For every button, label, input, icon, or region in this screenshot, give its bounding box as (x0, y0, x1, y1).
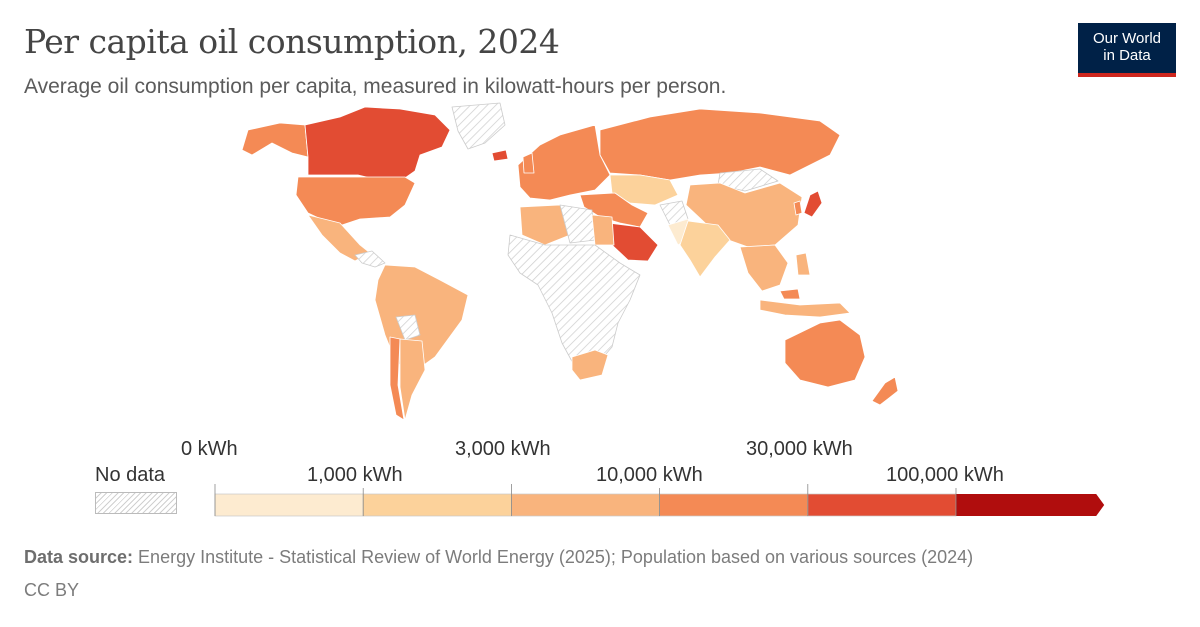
footer-license[interactable]: CC BY (24, 580, 80, 600)
region-malaysia[interactable] (779, 288, 801, 300)
region-iceland[interactable] (491, 149, 509, 162)
legend-tick-30000: 30,000 kWh (746, 438, 853, 460)
legend-tick-100000: 100,000 kWh (886, 464, 1004, 486)
region-algeria[interactable] (519, 204, 571, 246)
legend-tick-3000: 3,000 kWh (455, 438, 551, 460)
legend-no-data-swatch[interactable] (95, 492, 177, 514)
legend-tick-10000: 10,000 kWh (596, 464, 703, 486)
chart-title: Per capita oil consumption, 2024 (24, 22, 560, 61)
footer-source: Data source: Energy Institute - Statisti… (24, 547, 973, 568)
legend-bin-3[interactable] (659, 493, 809, 517)
logo-line-1: Our World (1092, 30, 1162, 47)
legend-bin-0[interactable] (214, 493, 364, 517)
logo-line-2: in Data (1103, 47, 1151, 64)
region-india[interactable] (679, 220, 731, 278)
legend-bin-5[interactable] (956, 494, 1105, 516)
region-japan[interactable] (803, 190, 823, 218)
legend-no-data-label: No data (95, 464, 166, 486)
region-saudi-arabia[interactable] (607, 222, 659, 262)
legend-tick-1000: 1,000 kWh (307, 464, 403, 486)
owid-logo[interactable]: Our World in Data (1078, 23, 1176, 77)
footer-source-label: Data source: (24, 547, 134, 567)
region-bolivia[interactable] (395, 314, 421, 341)
legend-color-bar (214, 484, 1105, 517)
region-korea[interactable] (793, 200, 803, 216)
region-philippines[interactable] (795, 252, 811, 276)
region-australia[interactable] (784, 319, 866, 388)
legend-bin-2[interactable] (511, 493, 660, 517)
region-central-america[interactable] (354, 250, 386, 268)
region-africa[interactable] (507, 234, 641, 368)
region-argentina[interactable] (399, 338, 426, 421)
footer-source-text[interactable]: Energy Institute - Statistical Review of… (133, 547, 974, 567)
region-greenland[interactable] (451, 102, 506, 150)
legend-tick-0: 0 kWh (181, 438, 238, 460)
region-europe[interactable] (517, 124, 611, 201)
region-canada[interactable] (304, 106, 451, 180)
region-south-africa[interactable] (571, 349, 609, 381)
region-uk[interactable] (522, 152, 535, 174)
region-russia[interactable] (599, 108, 841, 181)
region-alaska[interactable] (241, 122, 309, 158)
legend-bin-1[interactable] (362, 493, 512, 517)
region-egypt[interactable] (591, 214, 615, 246)
region-new-zealand[interactable] (871, 376, 899, 406)
chart-subtitle: Average oil consumption per capita, meas… (24, 75, 727, 98)
world-map (241, 102, 899, 421)
region-southeast-asia[interactable] (739, 244, 789, 292)
legend-bin-4[interactable] (807, 493, 957, 517)
region-united-states[interactable] (295, 176, 416, 226)
region-indonesia[interactable] (759, 299, 851, 318)
